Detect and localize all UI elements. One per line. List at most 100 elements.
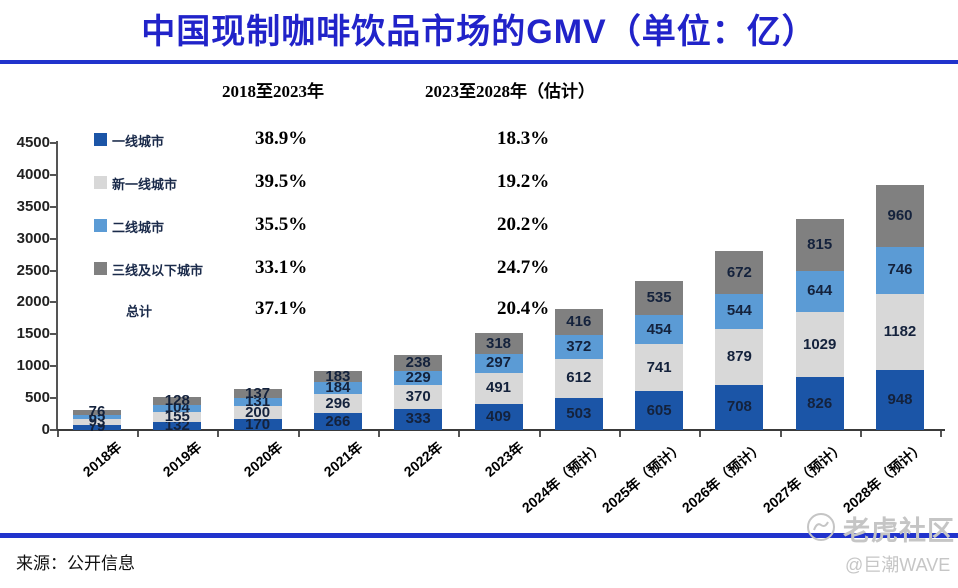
y-tick-label: 0 <box>41 421 50 438</box>
bar-value-label: 644 <box>807 282 833 300</box>
bar-segment-三线及以下城市 <box>635 281 684 316</box>
bar-value-label: 454 <box>646 320 672 338</box>
x-tick-mark <box>217 431 220 437</box>
y-tick-mark <box>50 173 57 176</box>
bar-value-label: 333 <box>405 410 431 428</box>
bar-segment-一线城市 <box>715 384 764 430</box>
bar-value-label: 672 <box>726 263 752 281</box>
bar-segment-三线及以下城市 <box>715 251 764 295</box>
bar-segment-一线城市 <box>554 397 603 430</box>
bar-segment-二线城市 <box>153 405 202 412</box>
bar-value-label: 372 <box>566 338 592 356</box>
legend-label: 新一线城市 <box>112 177 178 192</box>
cagr-value: 20.4% <box>497 298 550 319</box>
bar-segment-新一线城市 <box>394 385 443 409</box>
bar-segment-一线城市 <box>233 419 282 430</box>
y-tick-label: 3000 <box>16 229 50 247</box>
y-tick-label: 3500 <box>16 197 50 215</box>
bar-value-label: 370 <box>405 387 431 405</box>
y-tick-label: 2500 <box>16 261 50 279</box>
top-divider <box>0 60 958 64</box>
bar-segment-二线城市 <box>795 270 844 312</box>
period-header-2023-2028: 2023至2028年（估计） <box>425 82 595 101</box>
bar-segment-二线城市 <box>73 414 121 420</box>
bar-value-label: 503 <box>566 404 592 422</box>
cagr-value: 39.5% <box>255 171 308 192</box>
y-tick-mark <box>50 269 57 272</box>
bar-segment-一线城市 <box>474 403 523 430</box>
x-tick-mark <box>137 431 140 437</box>
bar-value-label: 137 <box>245 384 271 402</box>
bar-segment-二线城市 <box>474 353 523 373</box>
bar-segment-三线及以下城市 <box>153 396 202 406</box>
bar-segment-一线城市 <box>635 391 684 430</box>
y-tick-mark <box>50 365 57 368</box>
cagr-value: 24.7% <box>497 257 550 278</box>
bar-segment-三线及以下城市 <box>554 308 603 336</box>
bar-segment-新一线城市 <box>635 344 684 392</box>
x-tick-mark <box>940 431 943 437</box>
y-tick-mark <box>50 301 57 304</box>
x-tick-mark <box>56 431 59 437</box>
bar-segment-新一线城市 <box>153 411 202 422</box>
cagr-value: 18.3% <box>497 128 550 149</box>
cagr-value: 35.5% <box>255 214 308 235</box>
bar-segment-二线城市 <box>394 370 443 386</box>
y-tick-label: 1500 <box>16 325 50 343</box>
bar-value-label: 826 <box>807 394 833 412</box>
x-axis-line <box>55 429 945 431</box>
bar-value-label: 535 <box>646 289 672 307</box>
bar-value-label: 170 <box>245 415 271 433</box>
bar-value-label: 741 <box>646 358 672 376</box>
bar-segment-新一线城市 <box>474 372 523 404</box>
bar-segment-一线城市 <box>153 421 202 430</box>
y-tick-mark <box>50 397 57 400</box>
x-tick-mark <box>378 431 381 437</box>
x-tick-mark <box>458 431 461 437</box>
bar-segment-二线城市 <box>313 382 362 395</box>
bar-segment-新一线城市 <box>715 328 764 385</box>
x-tick-mark <box>699 431 702 437</box>
bar-segment-新一线城市 <box>313 394 362 414</box>
bar-segment-二线城市 <box>876 246 924 295</box>
bar-value-label: 296 <box>325 394 351 412</box>
watermark-handle: @巨潮WAVE <box>845 555 951 575</box>
y-tick-label: 4500 <box>16 134 50 151</box>
bar-value-label: 128 <box>164 391 190 409</box>
x-tick-mark <box>538 431 541 437</box>
bar-value-label: 948 <box>887 390 913 408</box>
bar-value-label: 815 <box>807 235 833 253</box>
period-header-2018-2023: 2018至2023年 <box>222 82 324 101</box>
y-tick-label: 2000 <box>16 293 50 311</box>
bar-value-label: 229 <box>405 368 431 386</box>
bar-segment-二线城市 <box>554 335 603 359</box>
bar-segment-三线及以下城市 <box>474 333 523 354</box>
bar-segment-一线城市 <box>795 377 844 430</box>
bar-segment-新一线城市 <box>554 358 603 398</box>
bar-segment-三线及以下城市 <box>73 410 121 415</box>
bar-value-label: 155 <box>164 407 190 425</box>
bar-segment-三线及以下城市 <box>394 355 443 371</box>
bar-value-label: 318 <box>485 334 512 352</box>
bar-value-label: 879 <box>726 347 752 365</box>
bar-segment-二线城市 <box>233 398 282 407</box>
bar-value-label: 612 <box>566 369 592 387</box>
y-tick-mark <box>50 142 57 144</box>
bar-segment-一线城市 <box>394 408 443 430</box>
bar-segment-三线及以下城市 <box>795 218 844 271</box>
y-axis-line <box>56 141 58 431</box>
cagr-value: 19.2% <box>497 171 550 192</box>
bar-segment-三线及以下城市 <box>313 370 362 383</box>
bar-value-label: 544 <box>726 302 752 320</box>
bar-segment-新一线城市 <box>876 294 924 370</box>
bar-segment-二线城市 <box>715 294 764 329</box>
bottom-divider <box>0 533 958 538</box>
source-note: 来源：公开信息 <box>16 554 135 573</box>
x-tick-mark <box>859 431 862 437</box>
legend-label: 总计 <box>126 304 153 319</box>
bar-segment-新一线城市 <box>233 406 282 420</box>
legend-label: 二线城市 <box>112 220 165 235</box>
legend-swatch-一线城市 <box>94 133 107 146</box>
cagr-value: 33.1% <box>255 257 308 278</box>
bar-segment-一线城市 <box>313 413 362 430</box>
